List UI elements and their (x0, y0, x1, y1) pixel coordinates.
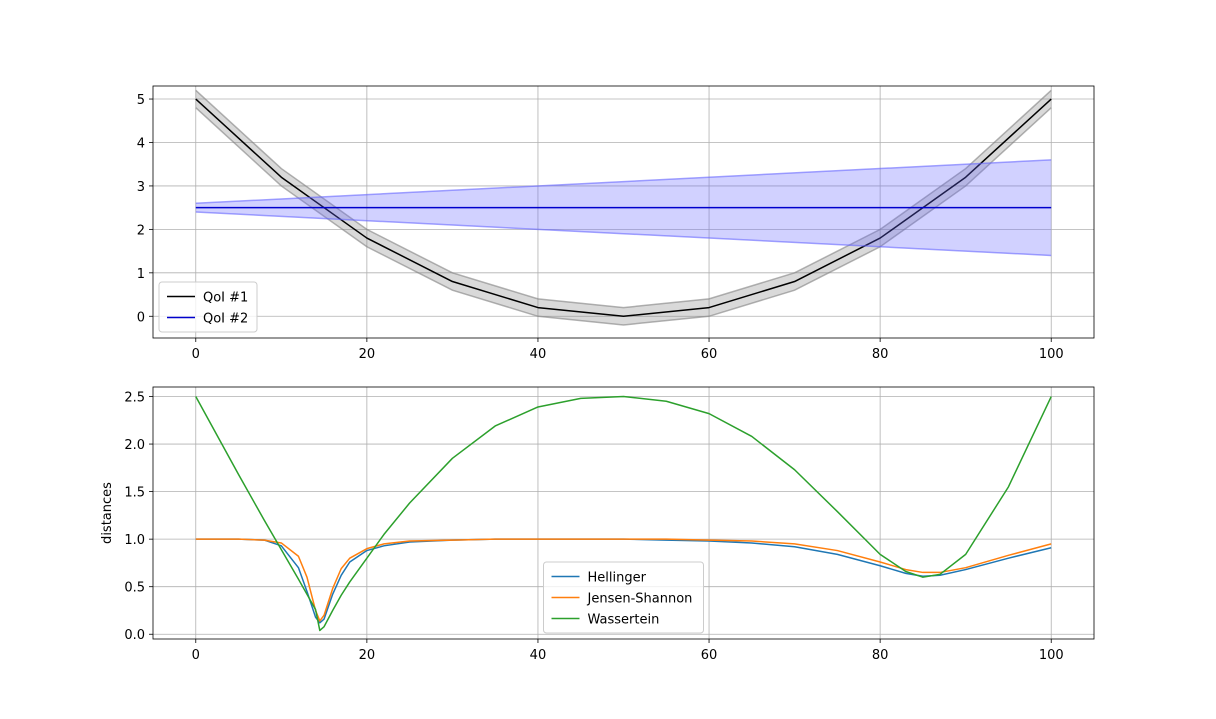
legend-label: QoI #1 (203, 291, 248, 306)
x-tick-label: 40 (530, 648, 547, 663)
x-tick-label: 0 (192, 648, 200, 663)
series-1-band-upper-edge (195, 159, 1052, 205)
legend-label: Jensen-Shannon (587, 592, 693, 607)
x-tick-label: 80 (872, 648, 889, 663)
y-tick-label: 2.0 (124, 438, 145, 453)
plot-data-area (195, 395, 1052, 632)
series-0-band-upper-edge (195, 89, 1052, 309)
plot-data-area (195, 89, 1052, 326)
y-tick-label: 4 (137, 136, 145, 151)
legend-label: Wassertein (588, 613, 660, 628)
y-tick-label: 0.0 (124, 628, 145, 643)
series-0-band-lower-edge (195, 107, 1052, 326)
y-tick-label: 5 (137, 93, 145, 108)
y-tick-label: 0 (137, 310, 145, 325)
top-plot: 0 20 40 60 80 100 0 1 2 3 4 5 QoI #1 QoI #2 (137, 85, 1095, 362)
legend-frame (543, 561, 704, 634)
axes-frame (152, 85, 1095, 339)
axes-frame (152, 386, 1095, 640)
x-tick-label: 80 (872, 347, 889, 362)
legend-label: QoI #2 (203, 312, 248, 327)
x-tick-label: 100 (1039, 347, 1064, 362)
x-tick-label: 20 (359, 347, 376, 362)
y-tick-label: 2.5 (124, 391, 145, 406)
y-tick-label: 1.5 (124, 486, 145, 501)
series-2-line (195, 395, 1052, 632)
series-0-line (195, 98, 1052, 318)
y-tick-label: 0.5 (124, 581, 145, 596)
y-tick-label: 1.0 (124, 533, 145, 548)
legend: QoI #1 QoI #2 (158, 281, 258, 333)
x-tick-label: 0 (192, 347, 200, 362)
legend: Hellinger Jensen-Shannon Wassertein (543, 561, 704, 634)
x-tick-label: 40 (530, 347, 547, 362)
x-tick-label: 20 (359, 648, 376, 663)
legend-frame (158, 281, 258, 333)
legend-label: Hellinger (588, 571, 647, 586)
bottom-plot: 0 20 40 60 80 100 0.0 0.5 1.0 1.5 2.0 2.5 distances H… (100, 386, 1095, 663)
y-tick-label: 1 (137, 267, 145, 282)
y-tick-label: 2 (137, 223, 145, 238)
series-1-band-lower-edge (195, 211, 1052, 257)
x-tick-label: 100 (1039, 648, 1064, 663)
series-0-band (195, 90, 1052, 325)
y-axis-label: distances (100, 482, 115, 544)
x-tick-label: 60 (701, 347, 718, 362)
x-tick-label: 60 (701, 648, 718, 663)
y-tick-label: 3 (137, 180, 145, 195)
